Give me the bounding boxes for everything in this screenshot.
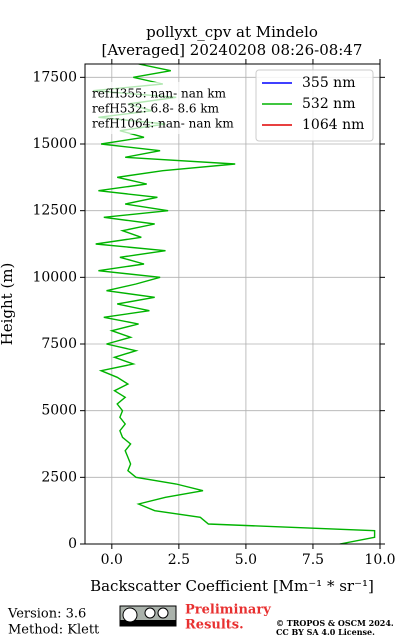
legend-label: 1064 nm — [302, 117, 364, 133]
annotation: refH355: nan- nan km — [92, 87, 227, 101]
annotation-box — [88, 82, 244, 134]
y-axis-label: Height (m) — [0, 263, 16, 346]
notice: Results. — [185, 618, 244, 633]
x-tick-label: 10.0 — [364, 552, 395, 568]
x-tick-label: 5.0 — [235, 552, 257, 568]
x-tick-label: 7.5 — [302, 552, 324, 568]
legend-label: 355 nm — [302, 75, 355, 91]
legend-box — [255, 69, 374, 142]
y-tick-label: 17500 — [32, 69, 77, 85]
x-axis-label: Backscatter Coefficient [Mm⁻¹ * sr⁻¹] — [90, 577, 374, 595]
chart-title: pollyxt_cpv at Mindelo — [146, 23, 318, 41]
method: Method: Klett — [8, 623, 100, 638]
license: © TROPOS & OSCM 2024. — [276, 618, 394, 628]
y-tick-label: 10000 — [32, 269, 77, 285]
cc-logo — [119, 605, 177, 627]
x-tick-label: 0.0 — [101, 552, 123, 568]
plot-frame — [84, 63, 381, 545]
annotation: refH1064: nan- nan km — [92, 117, 234, 131]
y-tick-label: 15000 — [32, 136, 77, 152]
y-tick-label: 2500 — [41, 469, 77, 485]
y-tick-label: 5000 — [41, 403, 77, 419]
version: Version: 3.6 — [7, 607, 86, 622]
grid: 0.0 2.5 5.0 7.5 10.0 0 2500 5000 7500 10000 12500 1… — [32, 59, 396, 568]
legend-label: 532 nm — [302, 96, 355, 112]
plot-lines — [92, 64, 376, 544]
notice: Preliminary — [185, 603, 271, 618]
annotation: refH532: 6.8- 8.6 km — [92, 102, 220, 116]
y-tick-label: 12500 — [32, 203, 77, 219]
y-tick-label: 0 — [68, 536, 77, 552]
chart-title: [Averaged] 20240208 08:26-08:47 — [102, 41, 363, 59]
profile-line — [92, 64, 376, 544]
license: CC BY SA 4.0 License. — [276, 627, 375, 637]
y-tick-label: 7500 — [41, 336, 77, 352]
x-tick-label: 2.5 — [168, 552, 190, 568]
legend: 355 nm 532 nm 1064 nm — [262, 75, 364, 133]
